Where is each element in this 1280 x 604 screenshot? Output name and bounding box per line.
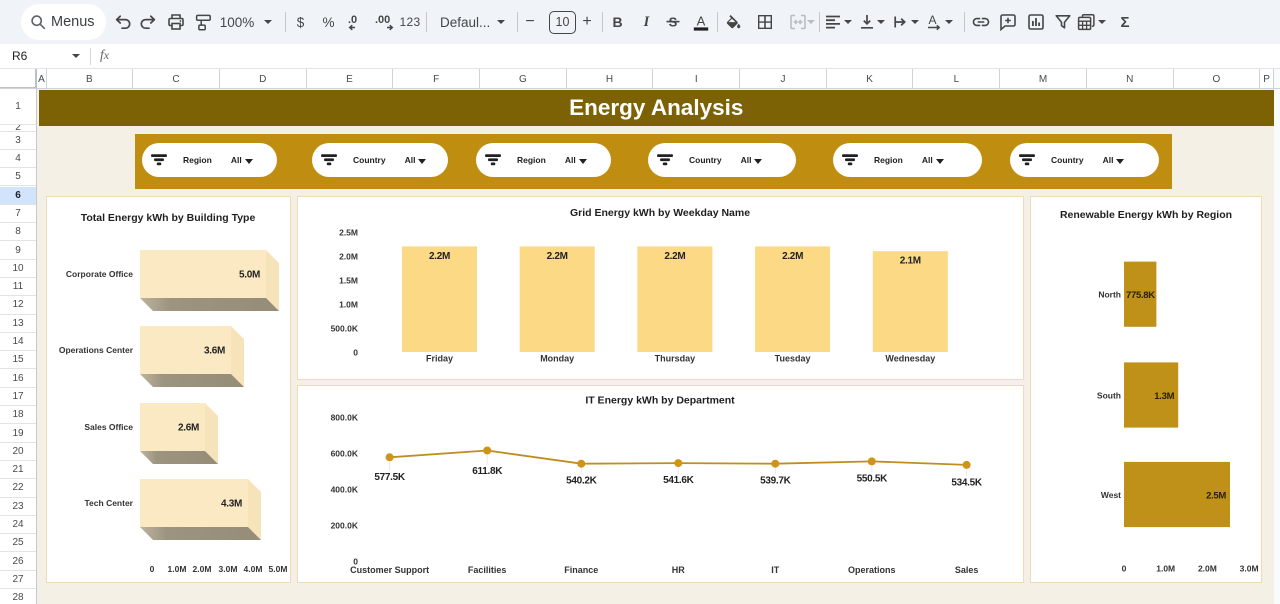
svg-text:Sales: Sales <box>955 565 979 575</box>
svg-text:.0: .0 <box>348 14 357 26</box>
svg-text:534.5K: 534.5K <box>951 477 983 488</box>
svg-text:South: South <box>1097 391 1121 401</box>
svg-text:0: 0 <box>150 564 155 574</box>
svg-text:Wednesday: Wednesday <box>885 354 935 364</box>
svg-text:North: North <box>1098 290 1121 300</box>
svg-text:4.3M: 4.3M <box>221 499 242 510</box>
svg-text:Thursday: Thursday <box>655 354 696 364</box>
svg-text:2.5M: 2.5M <box>339 228 358 238</box>
svg-text:0: 0 <box>1122 564 1127 574</box>
svg-text:540.2K: 540.2K <box>566 476 598 487</box>
svg-text:Renewable Energy kWh by Region: Renewable Energy kWh by Region <box>1060 209 1232 221</box>
svg-text:West: West <box>1101 490 1121 500</box>
svg-text:Facilities: Facilities <box>468 565 507 575</box>
svg-text:2.5M: 2.5M <box>1206 490 1226 501</box>
svg-text:0: 0 <box>353 557 358 567</box>
svg-text:Tuesday: Tuesday <box>775 354 811 364</box>
svg-text:5.0M: 5.0M <box>239 270 260 281</box>
svg-text:IT Energy kWh by Department: IT Energy kWh by Department <box>585 395 735 407</box>
svg-text:Total Energy kWh by Building T: Total Energy kWh by Building Type <box>81 212 256 224</box>
svg-text:Tech Center: Tech Center <box>85 498 134 508</box>
svg-text:2.0M: 2.0M <box>1198 564 1217 574</box>
svg-text:550.5K: 550.5K <box>857 473 889 484</box>
svg-text:541.6K: 541.6K <box>663 475 695 486</box>
svg-text:800.0K: 800.0K <box>331 413 359 423</box>
svg-text:1.3M: 1.3M <box>1154 391 1174 402</box>
svg-text:200.0K: 200.0K <box>331 521 359 531</box>
svg-text:3.6M: 3.6M <box>204 346 225 357</box>
svg-text:3.0M: 3.0M <box>219 564 238 574</box>
svg-text:Operations Center: Operations Center <box>59 345 134 355</box>
svg-text:IT: IT <box>771 565 780 575</box>
svg-text:400.0K: 400.0K <box>331 485 359 495</box>
svg-text:Corporate Office: Corporate Office <box>66 269 133 279</box>
svg-text:Friday: Friday <box>426 354 453 364</box>
svg-text:539.7K: 539.7K <box>760 476 792 487</box>
svg-text:1.0M: 1.0M <box>1156 564 1175 574</box>
svg-text:4.0M: 4.0M <box>244 564 263 574</box>
svg-text:A: A <box>929 13 937 27</box>
svg-text:611.8K: 611.8K <box>472 466 503 477</box>
svg-text:Grid Energy kWh by Weekday Nam: Grid Energy kWh by Weekday Name <box>570 207 750 219</box>
svg-text:2.0M: 2.0M <box>193 564 212 574</box>
svg-text:.00: .00 <box>375 14 390 26</box>
svg-text:2.2M: 2.2M <box>547 251 568 262</box>
svg-text:HR: HR <box>672 565 685 575</box>
svg-text:2.2M: 2.2M <box>429 251 450 262</box>
svg-text:600.0K: 600.0K <box>331 449 359 459</box>
svg-text:Operations: Operations <box>848 565 896 575</box>
svg-text:1.5M: 1.5M <box>339 276 358 286</box>
svg-text:500.0K: 500.0K <box>331 324 359 334</box>
svg-text:3.0M: 3.0M <box>1240 564 1259 574</box>
svg-text:5.0M: 5.0M <box>269 564 288 574</box>
svg-text:A: A <box>696 14 705 29</box>
svg-text:Monday: Monday <box>540 354 574 364</box>
svg-text:Customer Support: Customer Support <box>350 565 429 575</box>
svg-text:2.1M: 2.1M <box>900 256 921 267</box>
svg-text:0: 0 <box>353 348 358 358</box>
svg-text:775.8K: 775.8K <box>1126 290 1155 301</box>
svg-text:2.2M: 2.2M <box>664 251 685 262</box>
svg-text:2.0M: 2.0M <box>339 252 358 262</box>
svg-text:Finance: Finance <box>564 565 598 575</box>
svg-text:2.6M: 2.6M <box>178 423 199 434</box>
svg-text:577.5K: 577.5K <box>374 472 406 483</box>
svg-text:1.0M: 1.0M <box>168 564 187 574</box>
svg-text:1.0M: 1.0M <box>339 300 358 310</box>
svg-text:2.2M: 2.2M <box>782 251 803 262</box>
svg-text:Sales Office: Sales Office <box>84 422 133 432</box>
